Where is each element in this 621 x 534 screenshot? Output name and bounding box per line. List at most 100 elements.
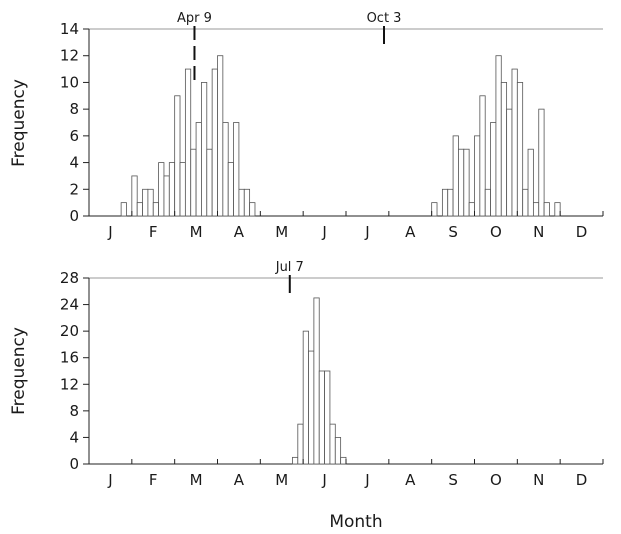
x-tick-label: S: [448, 223, 458, 241]
bar: [458, 148, 465, 217]
chart-panel-bottom: 0 4 8 12 16 20 24 28 J F M A M J J A S O N D Jul 7 Frequen…: [9, 260, 604, 489]
bar: [190, 148, 197, 217]
x-tick-label: D: [576, 223, 588, 241]
bar: [179, 162, 186, 217]
bar: [249, 202, 256, 217]
bar: [147, 188, 154, 217]
bar: [131, 175, 138, 217]
bar: [479, 95, 486, 217]
bars-group: [120, 55, 561, 217]
bar: [324, 370, 331, 465]
x-tick-label: F: [149, 471, 158, 489]
y-ticks: 0 4 8 12 16 20 24 28: [60, 269, 89, 473]
x-tick-label: N: [533, 471, 544, 489]
y-tick-label: 16: [60, 349, 79, 367]
y-tick-label: 8: [69, 402, 79, 420]
marker-label: Apr 9: [177, 11, 212, 26]
chart-panel-top: 0 2 4 6 8 10 12 14 J F M A M J J A S O N D Apr 9 Oct 3 Freq…: [9, 11, 604, 241]
bar: [554, 202, 561, 217]
y-tick-label: 12: [60, 375, 79, 393]
bar: [152, 202, 159, 217]
y-tick-label: 2: [69, 180, 79, 198]
bars-group: [292, 297, 347, 465]
bar: [201, 82, 208, 217]
y-ticks: 0 2 4 6 8 10 12 14: [60, 20, 89, 225]
bar: [136, 202, 143, 217]
bar: [484, 188, 491, 217]
y-tick-label: 10: [60, 73, 79, 91]
bar: [184, 68, 192, 217]
y-tick-label: 28: [60, 269, 79, 287]
bar: [142, 188, 149, 217]
y-axis-label: Frequency: [9, 327, 29, 415]
x-tick-label: M: [275, 223, 288, 241]
bar: [516, 82, 524, 217]
x-axis-label: Month: [329, 512, 382, 532]
y-tick-label: 20: [60, 322, 79, 340]
bar: [490, 122, 497, 217]
x-tick-label: J: [321, 223, 326, 241]
bar: [340, 456, 347, 465]
x-tick-label: A: [405, 223, 416, 241]
bar: [522, 188, 529, 217]
x-tick-label: O: [490, 471, 502, 489]
bar: [206, 148, 213, 217]
x-tick-label: M: [190, 471, 203, 489]
x-tick-label: J: [364, 471, 369, 489]
x-tick-label: O: [490, 223, 502, 241]
bar: [238, 188, 245, 217]
y-tick-label: 4: [69, 154, 79, 172]
bar: [463, 148, 470, 217]
bar: [500, 82, 508, 217]
y-axis-label: Frequency: [9, 79, 29, 167]
bar: [195, 122, 202, 217]
bar: [538, 108, 545, 217]
bar: [447, 188, 454, 217]
x-tick-label: J: [321, 471, 326, 489]
bar: [168, 162, 176, 217]
bar: [222, 122, 229, 217]
x-tick-label: S: [448, 471, 458, 489]
bar: [227, 162, 234, 217]
x-tick-label: F: [149, 223, 158, 241]
y-tick-label: 12: [60, 47, 79, 65]
marker-label: Oct 3: [367, 11, 402, 26]
x-tick-label: A: [234, 471, 245, 489]
bar: [297, 423, 304, 465]
bar: [292, 456, 299, 465]
marker-label: Jul 7: [275, 260, 304, 275]
bar: [211, 68, 218, 217]
bar: [313, 297, 320, 465]
bar: [174, 95, 181, 217]
x-tick-label: M: [275, 471, 288, 489]
y-tick-label: 14: [60, 20, 79, 38]
y-tick-label: 8: [69, 100, 79, 118]
bar: [431, 202, 438, 217]
markers: Apr 9 Oct 3: [177, 11, 401, 81]
x-tick-label: J: [364, 223, 369, 241]
bar: [543, 202, 550, 217]
bar: [217, 55, 224, 217]
x-tick-label: A: [234, 223, 245, 241]
bar: [243, 188, 251, 217]
bar: [163, 175, 170, 217]
bar: [506, 108, 513, 217]
x-tick-label: J: [107, 223, 112, 241]
bar: [158, 162, 165, 217]
bar: [329, 423, 336, 465]
bar: [511, 68, 518, 217]
bar: [120, 202, 127, 217]
x-tick-label: D: [576, 471, 588, 489]
bar: [452, 135, 459, 217]
bar: [441, 188, 449, 217]
y-tick-label: 0: [69, 455, 79, 473]
y-tick-label: 6: [69, 127, 79, 145]
bar: [233, 122, 240, 217]
bar: [468, 202, 475, 217]
x-tick-label: J: [107, 471, 112, 489]
bar: [533, 202, 540, 217]
bar: [318, 370, 325, 465]
